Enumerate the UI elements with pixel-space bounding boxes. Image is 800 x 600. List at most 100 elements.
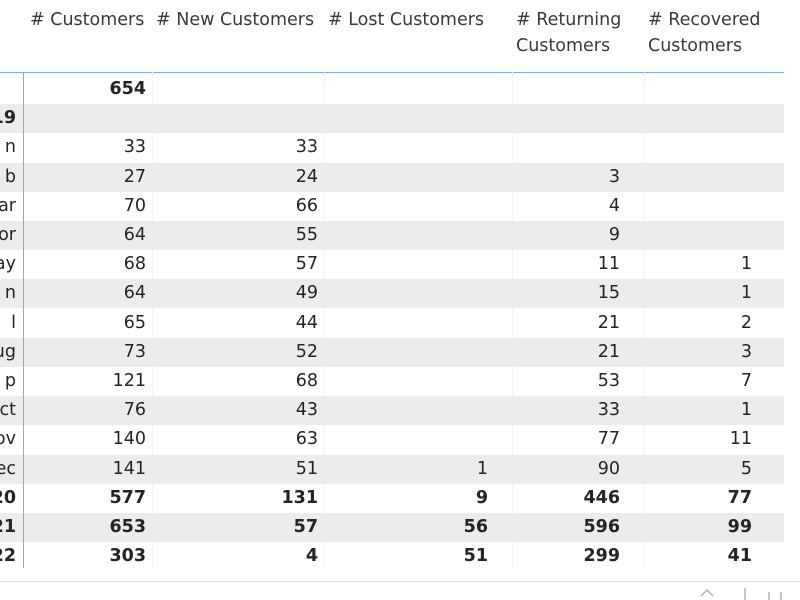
header-recovered-line2: Customers: [648, 36, 743, 56]
cell-customers: 303: [109, 546, 146, 567]
row-header-label[interactable]: ar: [0, 195, 16, 216]
table-row[interactable]: 22 303 4 51 299 41: [0, 542, 784, 571]
cell-recovered-customers: 7: [740, 371, 752, 391]
header-returning-line1: # Returning: [516, 10, 622, 30]
cell-recovered-customers: 5: [740, 458, 752, 479]
row-header-label[interactable]: p: [4, 371, 16, 391]
cell-new-customers: 44: [295, 312, 318, 333]
header-recovered-line1: # Recovered: [648, 10, 761, 30]
cell-recovered-customers: 77: [727, 487, 752, 508]
cell-recovered-customers: 2: [740, 312, 752, 333]
cell-customers: 653: [109, 517, 146, 537]
table-row[interactable]: p 121 68 53 7: [0, 367, 784, 396]
cell-new-customers: 131: [281, 487, 318, 508]
table-row[interactable]: n 64 49 15 1: [0, 279, 784, 309]
table-row[interactable]: b 27 24 3: [0, 162, 784, 192]
cell-recovered-customers: 1: [740, 254, 752, 275]
cell-lost-customers: 51: [463, 546, 488, 567]
row-header-label[interactable]: or: [0, 225, 16, 245]
more-icon[interactable]: [766, 586, 784, 600]
row-header-label[interactable]: ov: [0, 429, 16, 450]
cell-returning-customers: 446: [583, 487, 620, 508]
table-row[interactable]: 19: [0, 104, 784, 134]
column-separator: [644, 72, 645, 568]
table-row[interactable]: ug 73 52 21 3: [0, 337, 784, 367]
cell-returning-customers: 3: [608, 166, 620, 187]
cell-customers: 65: [123, 312, 146, 333]
cell-customers: 73: [123, 341, 146, 362]
table-row[interactable]: ov 140 63 77 11: [0, 425, 784, 454]
cell-customers: 654: [109, 79, 146, 99]
table-row[interactable]: ay 68 57 11 1: [0, 250, 784, 279]
table-row[interactable]: or 64 55 9: [0, 221, 784, 250]
cell-customers: 140: [112, 429, 146, 450]
cell-returning-customers: 53: [597, 371, 620, 391]
cell-new-customers: 33: [295, 137, 318, 158]
cell-new-customers: 4: [305, 546, 318, 567]
cell-new-customers: 66: [295, 195, 318, 216]
table-row[interactable]: ct 76 43 33 1: [0, 396, 784, 426]
header-new-customers[interactable]: # New Customers: [156, 10, 315, 30]
cell-recovered-customers: 99: [727, 517, 752, 537]
table-row[interactable]: 20 577 131 9 446 77: [0, 484, 784, 513]
table-row[interactable]: 21 653 57 56 596 99: [0, 513, 784, 542]
row-header-label[interactable]: 19: [0, 108, 16, 129]
row-header-label[interactable]: 22: [0, 546, 16, 567]
visual-footer-toolbar: [690, 586, 800, 600]
cell-recovered-customers: 11: [729, 429, 752, 450]
cell-returning-customers: 4: [608, 195, 620, 216]
cell-recovered-customers: 1: [740, 400, 752, 421]
row-header-label[interactable]: n: [4, 137, 16, 158]
row-header-label[interactable]: ay: [0, 254, 16, 275]
cell-new-customers: 55: [295, 225, 318, 245]
column-separator: [512, 72, 513, 568]
matrix-header: # Customers # New Customers # Lost Custo…: [0, 0, 784, 73]
scroll-up-icon[interactable]: [698, 586, 716, 600]
header-lost-customers[interactable]: # Lost Customers: [328, 10, 485, 30]
table-row[interactable]: 654: [0, 75, 784, 104]
cell-recovered-customers: 3: [740, 341, 752, 362]
cell-returning-customers: 21: [597, 312, 620, 333]
cell-returning-customers: 21: [597, 341, 620, 362]
row-header-label[interactable]: 21: [0, 517, 16, 537]
row-header-label[interactable]: n: [4, 283, 16, 304]
table-row[interactable]: n 33 33: [0, 133, 784, 162]
cell-new-customers: 43: [295, 400, 318, 421]
cell-returning-customers: 33: [597, 400, 620, 421]
cell-customers: 64: [123, 225, 146, 245]
visual-bottom-divider: [0, 581, 800, 582]
header-customers[interactable]: # Customers: [30, 10, 145, 30]
cell-new-customers: 49: [295, 283, 318, 304]
header-recovered-customers[interactable]: # Recovered Customers: [648, 7, 761, 59]
row-header-label[interactable]: b: [4, 166, 16, 187]
cell-returning-customers: 15: [597, 283, 620, 304]
cell-new-customers: 24: [295, 166, 318, 187]
table-row[interactable]: ar 70 66 4: [0, 192, 784, 221]
row-header-label[interactable]: 20: [0, 487, 16, 508]
cell-returning-customers: 90: [597, 458, 620, 479]
cell-customers: 33: [123, 137, 146, 158]
cell-customers: 141: [112, 458, 146, 479]
row-header-border: [23, 72, 24, 568]
row-header-label[interactable]: ec: [0, 458, 16, 479]
cell-customers: 577: [109, 487, 146, 508]
cell-customers: 64: [123, 283, 146, 304]
row-header-label[interactable]: ug: [0, 341, 16, 362]
cell-customers: 27: [123, 166, 146, 187]
cell-returning-customers: 11: [597, 254, 620, 275]
cell-lost-customers: 1: [476, 458, 488, 479]
cell-recovered-customers: 41: [727, 546, 752, 567]
table-row[interactable]: l 65 44 21 2: [0, 309, 784, 338]
cell-customers: 70: [123, 195, 146, 216]
table-row[interactable]: ec 141 51 1 90 5: [0, 454, 784, 484]
column-separator: [324, 72, 325, 568]
cell-returning-customers: 9: [608, 225, 620, 245]
header-returning-customers[interactable]: # Returning Customers: [516, 7, 621, 59]
resize-handle-icon[interactable]: [736, 586, 754, 600]
cell-new-customers: 68: [295, 371, 318, 391]
row-header-label[interactable]: l: [11, 312, 16, 333]
cell-customers: 68: [123, 254, 146, 275]
row-header-label[interactable]: ct: [0, 400, 16, 421]
row-header-label[interactable]: [0, 75, 16, 104]
